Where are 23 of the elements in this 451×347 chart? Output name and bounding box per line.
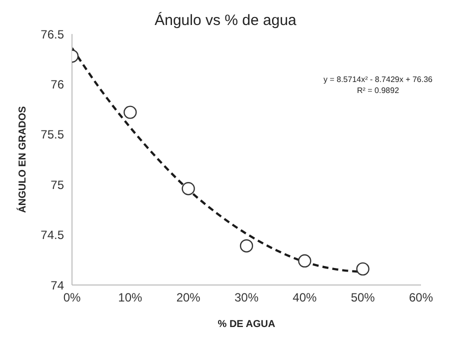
y-tick-label: 76 xyxy=(50,77,64,92)
x-tick-label: 0% xyxy=(63,290,81,305)
point xyxy=(124,106,137,119)
annotation: R² = 0.9892 xyxy=(356,85,400,96)
x-axis-title: % DE AGUA xyxy=(218,319,276,330)
x-tick-label: 40% xyxy=(292,290,317,305)
y-tick-label: 75 xyxy=(50,178,64,192)
y-tick-label: 75.5 xyxy=(40,128,64,142)
point xyxy=(298,254,312,268)
x-tick-label: 20% xyxy=(176,290,201,305)
point xyxy=(240,239,254,252)
point xyxy=(182,182,195,196)
annotation: y = 8.5714x² - 8.7429x + 76.36 xyxy=(322,74,434,85)
x-tick-label: 60% xyxy=(408,290,434,305)
chart-title: Ángulo vs % de agua xyxy=(154,12,298,29)
x-tick-label: 50% xyxy=(350,290,376,305)
x-tick-label: 30% xyxy=(234,290,259,305)
x-tick-label: 10% xyxy=(118,290,142,305)
y-tick-label: 76.5 xyxy=(40,27,64,42)
point xyxy=(356,262,370,276)
y-tick-label: 74 xyxy=(50,278,64,292)
y-axis-title: ÁNGULO EN GRADOS xyxy=(16,106,29,213)
y-tick-label: 74.5 xyxy=(40,228,64,242)
